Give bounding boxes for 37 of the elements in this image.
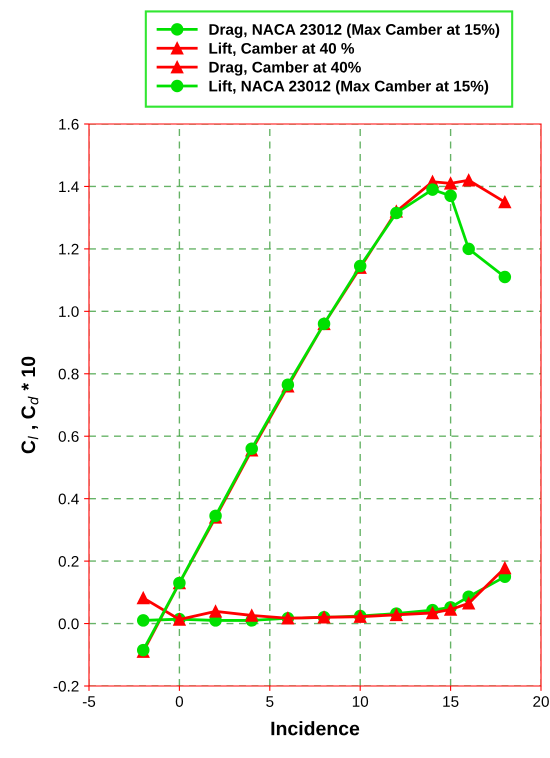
point xyxy=(245,609,258,622)
point xyxy=(444,190,457,202)
y-tick-label: 1.6 xyxy=(59,118,79,130)
x-tick-label: -5 xyxy=(82,696,96,707)
x-tick-label: 0 xyxy=(176,696,184,707)
point xyxy=(390,206,403,220)
y-tick-label: 0.4 xyxy=(58,494,79,504)
y-tick-label: 1.0 xyxy=(59,306,79,318)
x-axis-title: Incidence xyxy=(271,721,360,736)
legend-label: Lift, Camber at 40 % xyxy=(209,42,354,56)
y-tick-label: 0.6 xyxy=(58,431,79,442)
y-axis-title: C$_{l}$ , C$_{d}$ * 10 xyxy=(21,356,38,454)
point xyxy=(462,174,475,186)
legend-label: Drag, NACA 23012 (Max Camber at 15%) xyxy=(209,24,500,38)
point xyxy=(462,597,475,610)
x-tick-label: 20 xyxy=(533,696,549,707)
point xyxy=(444,177,457,190)
y-tick-label: 1.2 xyxy=(59,244,79,254)
point xyxy=(136,614,150,627)
y-tick-label: -0.2 xyxy=(54,680,79,692)
y-tick-label: 0.2 xyxy=(58,556,79,567)
x-tick-label: 15 xyxy=(443,696,458,707)
legend-label: Lift, NACA 23012 (Max Camber at 15%) xyxy=(209,80,488,94)
x-tick-label: 5 xyxy=(266,696,274,707)
y-tick-label: 0.8 xyxy=(58,368,79,380)
x-tick-label: 10 xyxy=(352,696,368,707)
y-tick-label: 1.4 xyxy=(59,181,79,192)
point xyxy=(498,562,512,574)
point xyxy=(136,592,150,604)
point xyxy=(498,196,512,208)
point xyxy=(498,270,512,284)
point xyxy=(426,183,439,196)
point xyxy=(462,242,475,256)
point xyxy=(209,605,222,618)
point xyxy=(426,606,439,620)
legend-label: Drag, Camber at 40% xyxy=(209,61,361,76)
y-tick-label: 0.0 xyxy=(58,618,79,630)
